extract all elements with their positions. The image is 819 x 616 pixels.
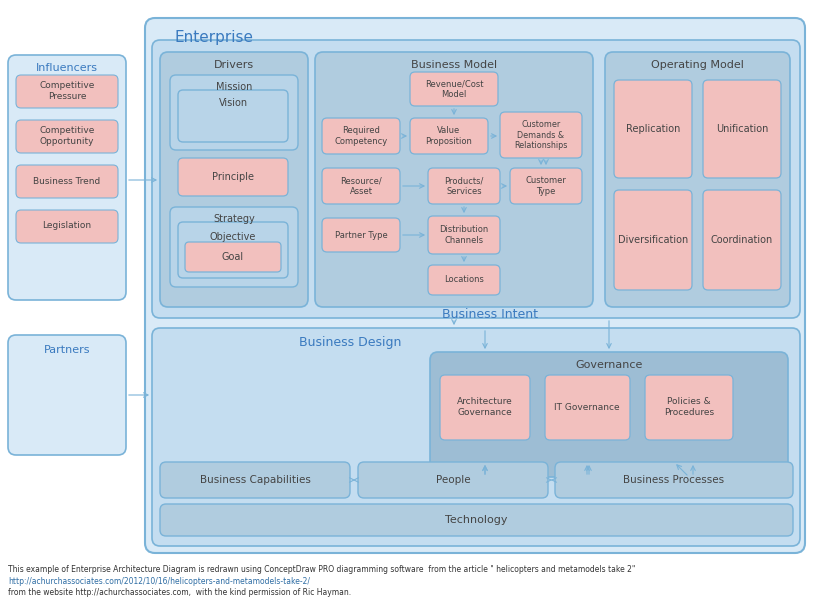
Text: Business Model: Business Model bbox=[410, 60, 496, 70]
FancyBboxPatch shape bbox=[145, 18, 804, 553]
Text: Strategy: Strategy bbox=[213, 214, 255, 224]
FancyBboxPatch shape bbox=[170, 75, 297, 150]
Text: Business Processes: Business Processes bbox=[622, 475, 724, 485]
Text: Partners: Partners bbox=[43, 345, 90, 355]
Text: Coordination: Coordination bbox=[710, 235, 772, 245]
FancyBboxPatch shape bbox=[613, 190, 691, 290]
FancyBboxPatch shape bbox=[604, 52, 789, 307]
FancyBboxPatch shape bbox=[554, 462, 792, 498]
Text: Value
Proposition: Value Proposition bbox=[425, 126, 472, 146]
Text: Legislation: Legislation bbox=[43, 222, 92, 230]
FancyBboxPatch shape bbox=[322, 168, 400, 204]
Text: Competitive
Pressure: Competitive Pressure bbox=[39, 81, 94, 100]
Text: Drivers: Drivers bbox=[214, 60, 254, 70]
FancyBboxPatch shape bbox=[185, 242, 281, 272]
Text: Customer
Type: Customer Type bbox=[525, 176, 566, 196]
FancyBboxPatch shape bbox=[428, 216, 500, 254]
Text: People: People bbox=[435, 475, 470, 485]
FancyBboxPatch shape bbox=[702, 80, 780, 178]
Text: Customer
Demands &
Relationships: Customer Demands & Relationships bbox=[514, 120, 567, 150]
FancyBboxPatch shape bbox=[322, 218, 400, 252]
Text: Business Intent: Business Intent bbox=[441, 308, 537, 321]
Text: Distribution
Channels: Distribution Channels bbox=[439, 225, 488, 245]
FancyBboxPatch shape bbox=[500, 112, 581, 158]
Text: Replication: Replication bbox=[625, 124, 679, 134]
FancyBboxPatch shape bbox=[16, 165, 118, 198]
Text: Products/
Services: Products/ Services bbox=[444, 176, 483, 196]
Text: Influencers: Influencers bbox=[36, 63, 98, 73]
FancyBboxPatch shape bbox=[160, 504, 792, 536]
Text: Business Capabilities: Business Capabilities bbox=[199, 475, 310, 485]
FancyBboxPatch shape bbox=[314, 52, 592, 307]
FancyBboxPatch shape bbox=[178, 158, 287, 196]
Text: Policies &
Procedures: Policies & Procedures bbox=[663, 397, 713, 416]
Text: Goal: Goal bbox=[222, 252, 244, 262]
FancyBboxPatch shape bbox=[358, 462, 547, 498]
Text: from the website http://achurchassociates.com,  with the kind permission of Ric : from the website http://achurchassociate… bbox=[8, 588, 351, 597]
FancyBboxPatch shape bbox=[428, 265, 500, 295]
Text: Competitive
Opportunity: Competitive Opportunity bbox=[39, 126, 94, 146]
Text: IT Governance: IT Governance bbox=[554, 402, 619, 411]
Text: Business Design: Business Design bbox=[298, 336, 400, 349]
FancyBboxPatch shape bbox=[410, 118, 487, 154]
Text: This example of Enterprise Architecture Diagram is redrawn using ConceptDraw PRO: This example of Enterprise Architecture … bbox=[8, 565, 635, 574]
FancyBboxPatch shape bbox=[429, 352, 787, 477]
Text: Technology: Technology bbox=[444, 515, 507, 525]
FancyBboxPatch shape bbox=[440, 375, 529, 440]
Text: Business Trend: Business Trend bbox=[34, 177, 101, 185]
Text: Unification: Unification bbox=[715, 124, 767, 134]
FancyBboxPatch shape bbox=[545, 375, 629, 440]
FancyBboxPatch shape bbox=[410, 72, 497, 106]
Text: http://achurchassociates.com/2012/10/16/helicopters-and-metamodels-take-2/: http://achurchassociates.com/2012/10/16/… bbox=[8, 577, 310, 586]
Text: Architecture
Governance: Architecture Governance bbox=[456, 397, 512, 416]
FancyBboxPatch shape bbox=[160, 52, 308, 307]
FancyBboxPatch shape bbox=[613, 80, 691, 178]
FancyBboxPatch shape bbox=[170, 207, 297, 287]
Text: Partner Type: Partner Type bbox=[334, 230, 387, 240]
FancyBboxPatch shape bbox=[16, 75, 118, 108]
FancyBboxPatch shape bbox=[178, 90, 287, 142]
FancyBboxPatch shape bbox=[428, 168, 500, 204]
Text: Resource/
Asset: Resource/ Asset bbox=[340, 176, 382, 196]
Text: Revenue/Cost
Model: Revenue/Cost Model bbox=[424, 79, 482, 99]
FancyBboxPatch shape bbox=[702, 190, 780, 290]
Text: Required
Competency: Required Competency bbox=[334, 126, 387, 146]
FancyBboxPatch shape bbox=[16, 210, 118, 243]
FancyBboxPatch shape bbox=[645, 375, 732, 440]
Text: Diversification: Diversification bbox=[618, 235, 687, 245]
Text: Principle: Principle bbox=[212, 172, 254, 182]
Text: Vision: Vision bbox=[218, 98, 247, 108]
Text: Locations: Locations bbox=[444, 275, 483, 285]
Text: Mission: Mission bbox=[215, 82, 252, 92]
FancyBboxPatch shape bbox=[160, 462, 350, 498]
Text: Enterprise: Enterprise bbox=[174, 30, 254, 45]
FancyBboxPatch shape bbox=[509, 168, 581, 204]
Text: Operating Model: Operating Model bbox=[649, 60, 743, 70]
Text: Objective: Objective bbox=[210, 232, 256, 242]
FancyBboxPatch shape bbox=[152, 40, 799, 318]
Text: Governance: Governance bbox=[575, 360, 642, 370]
FancyBboxPatch shape bbox=[178, 222, 287, 278]
FancyBboxPatch shape bbox=[322, 118, 400, 154]
FancyBboxPatch shape bbox=[152, 328, 799, 546]
FancyBboxPatch shape bbox=[8, 335, 126, 455]
FancyBboxPatch shape bbox=[8, 55, 126, 300]
FancyBboxPatch shape bbox=[16, 120, 118, 153]
